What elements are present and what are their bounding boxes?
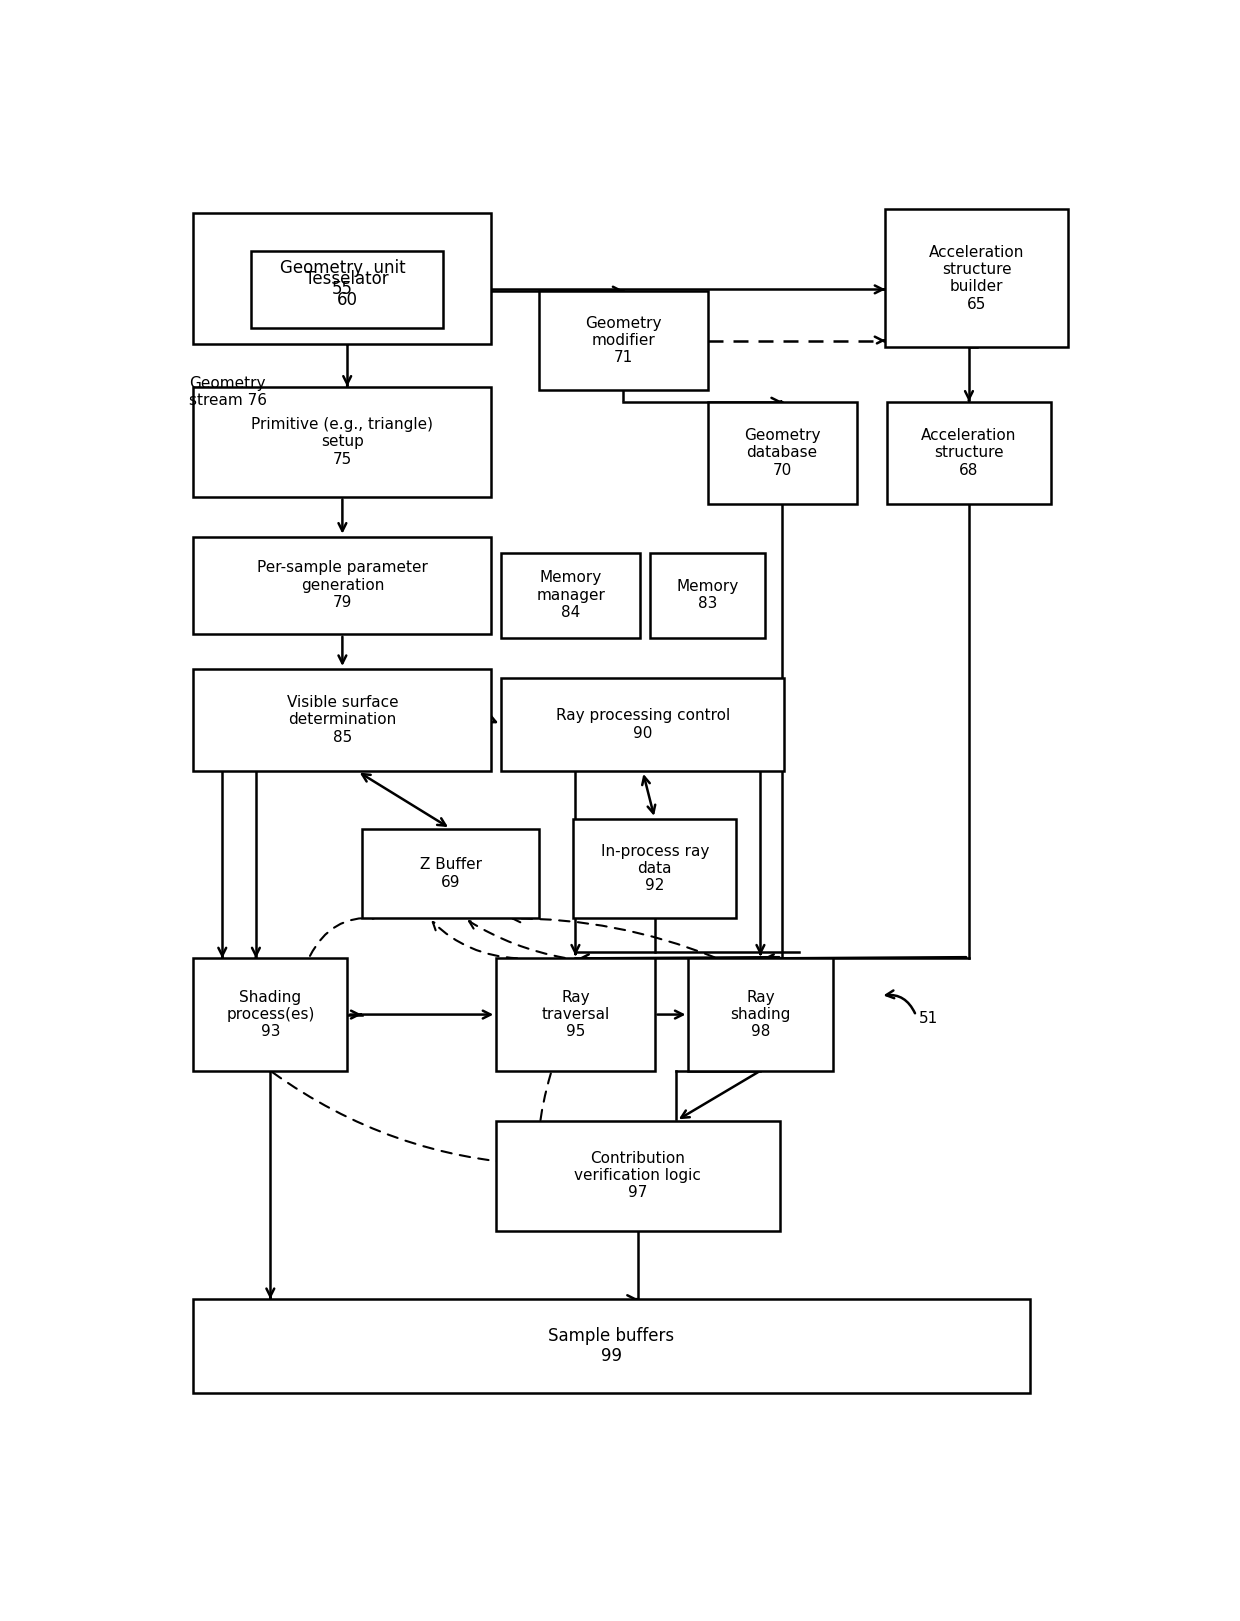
FancyBboxPatch shape xyxy=(573,819,737,919)
FancyBboxPatch shape xyxy=(496,1120,780,1230)
Text: Visible surface
determination
85: Visible surface determination 85 xyxy=(286,695,398,746)
Text: Ray processing control
90: Ray processing control 90 xyxy=(556,708,730,741)
FancyBboxPatch shape xyxy=(193,214,491,344)
Text: Geometry
modifier
71: Geometry modifier 71 xyxy=(585,316,662,365)
FancyBboxPatch shape xyxy=(193,669,491,772)
FancyBboxPatch shape xyxy=(193,537,491,634)
Text: Acceleration
structure
builder
65: Acceleration structure builder 65 xyxy=(929,245,1024,311)
Text: Primitive (e.g., triangle)
setup
75: Primitive (e.g., triangle) setup 75 xyxy=(252,417,434,467)
FancyBboxPatch shape xyxy=(496,958,655,1071)
Text: Tesselator
60: Tesselator 60 xyxy=(305,271,389,308)
Text: Contribution
verification logic
97: Contribution verification logic 97 xyxy=(574,1151,702,1201)
Text: Memory
manager
84: Memory manager 84 xyxy=(536,571,605,621)
FancyBboxPatch shape xyxy=(250,251,444,327)
FancyBboxPatch shape xyxy=(362,828,539,919)
Text: Ray
shading
98: Ray shading 98 xyxy=(730,990,791,1039)
Text: Acceleration
structure
68: Acceleration structure 68 xyxy=(921,428,1017,478)
Text: 51: 51 xyxy=(919,1012,939,1026)
FancyBboxPatch shape xyxy=(193,1298,1029,1392)
Text: Geometry
database
70: Geometry database 70 xyxy=(744,428,821,478)
FancyBboxPatch shape xyxy=(688,958,832,1071)
FancyBboxPatch shape xyxy=(501,678,785,772)
FancyBboxPatch shape xyxy=(539,290,708,391)
FancyBboxPatch shape xyxy=(708,402,857,504)
Text: Shading
process(es)
93: Shading process(es) 93 xyxy=(226,990,315,1039)
FancyBboxPatch shape xyxy=(888,402,1050,504)
Text: Geometry  unit
55: Geometry unit 55 xyxy=(279,259,405,298)
Text: Sample buffers
99: Sample buffers 99 xyxy=(548,1326,675,1365)
FancyBboxPatch shape xyxy=(650,553,765,637)
Text: Per-sample parameter
generation
79: Per-sample parameter generation 79 xyxy=(257,561,428,609)
FancyBboxPatch shape xyxy=(501,553,640,637)
Text: In-process ray
data
92: In-process ray data 92 xyxy=(600,843,709,893)
FancyBboxPatch shape xyxy=(193,958,347,1071)
Text: Ray
traversal
95: Ray traversal 95 xyxy=(542,990,610,1039)
Text: Geometry
stream 76: Geometry stream 76 xyxy=(188,376,267,408)
FancyBboxPatch shape xyxy=(885,209,1068,347)
Text: Memory
83: Memory 83 xyxy=(677,579,739,611)
Text: Z Buffer
69: Z Buffer 69 xyxy=(419,858,481,890)
FancyBboxPatch shape xyxy=(193,387,491,496)
